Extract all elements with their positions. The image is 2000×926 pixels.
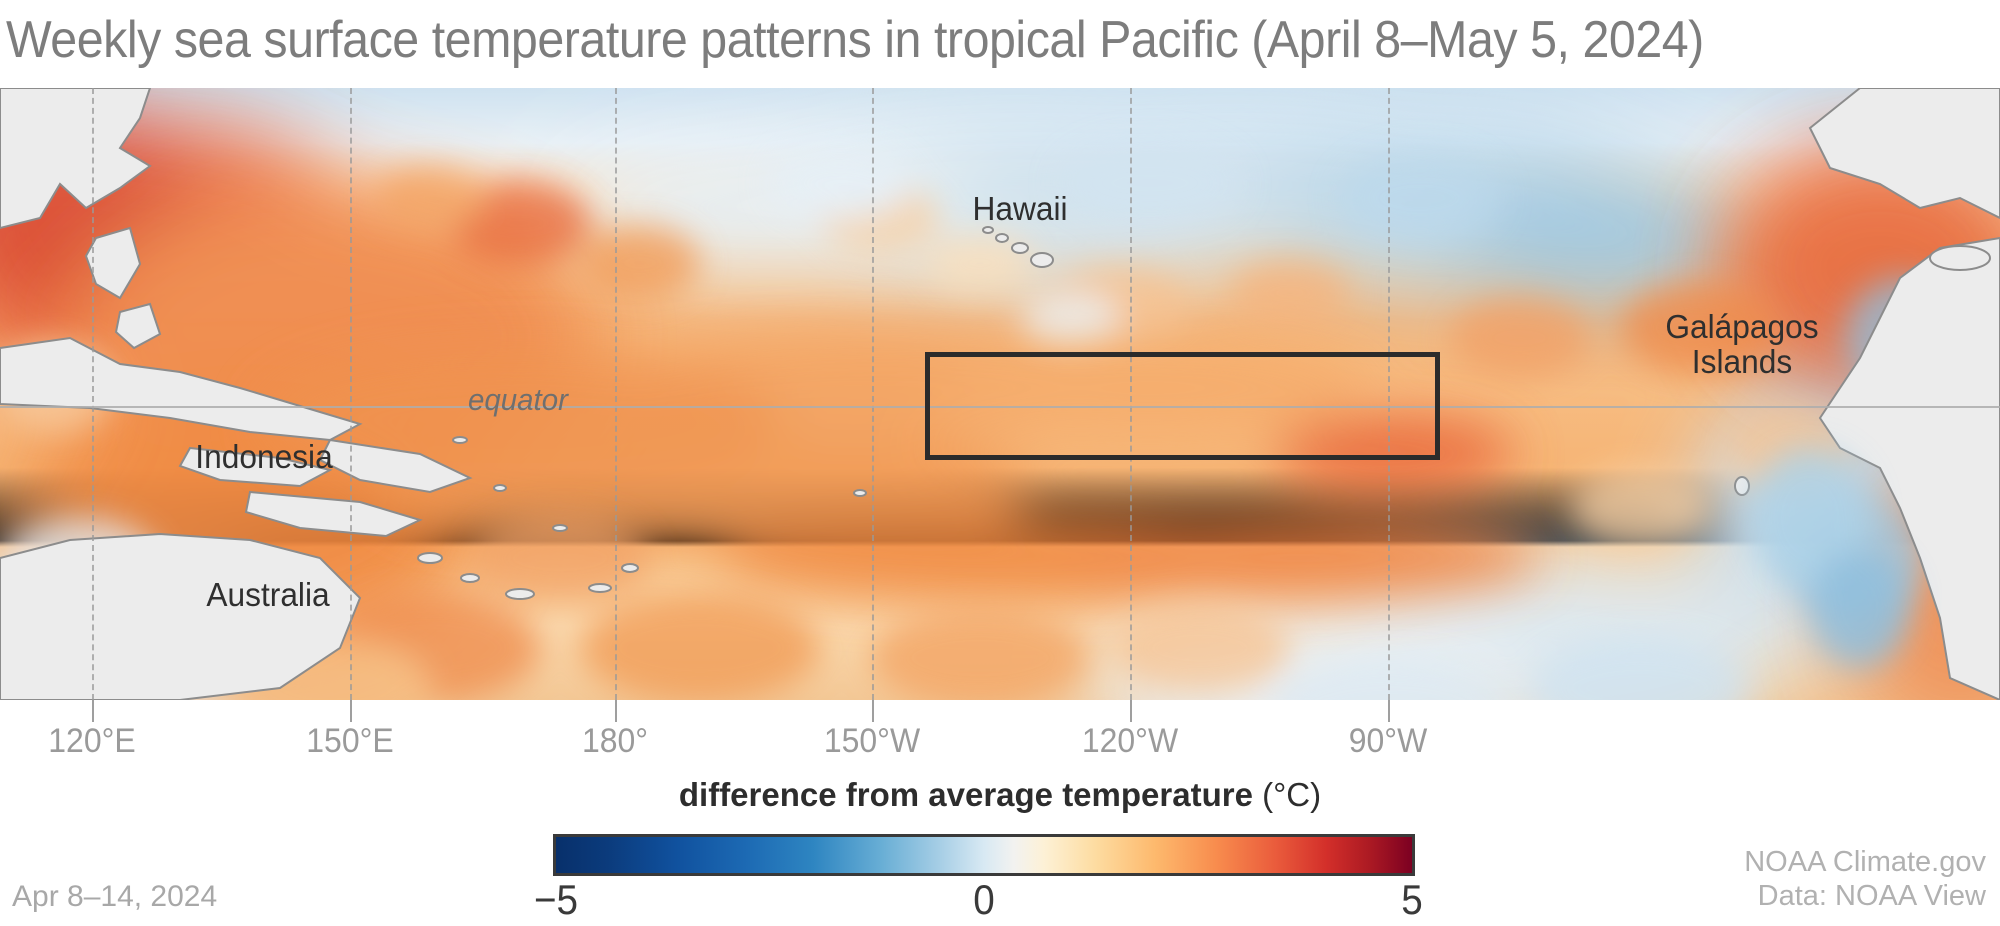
place-label-hawaii: Hawaii: [972, 190, 1068, 227]
place-label-galapagos-line2: Islands: [1691, 342, 1793, 380]
page-title: Weekly sea surface temperature patterns …: [6, 11, 1704, 69]
colorbar-gradient[interactable]: [553, 834, 1415, 876]
meridian-120E: [92, 88, 94, 700]
meridian-180: [615, 88, 617, 700]
meridian-150E: [350, 88, 352, 700]
lon-tick-150E: [350, 700, 352, 722]
lon-tick-120E: [92, 700, 94, 722]
lon-label-120E: 120°E: [48, 722, 136, 760]
colorbar-caption-unit: (°C): [1252, 776, 1322, 813]
credit-line-data: Data: NOAA View: [1757, 879, 1986, 912]
equator-label: equator: [468, 382, 568, 417]
colorbar-caption-main: difference from average temperature: [678, 776, 1253, 813]
meridian-150W: [872, 88, 874, 700]
place-label-galapagos-line1: Galápagos: [1665, 308, 1819, 345]
credits: NOAA Climate.gov Data: NOAA View: [1744, 846, 1986, 914]
colorbar-tick-min: −5: [533, 876, 579, 923]
lon-tick-180: [615, 700, 617, 722]
credit-line-source: NOAA Climate.gov: [1744, 846, 1986, 878]
place-label-australia: Australia: [206, 576, 330, 613]
place-label-indonesia: Indonesia: [195, 438, 333, 475]
sst-anomaly-raster: [0, 88, 2000, 700]
lon-label-180: 180°: [581, 722, 649, 760]
nino34-region-box[interactable]: [925, 352, 1440, 460]
colorbar-caption: difference from average temperature (°C): [0, 776, 2000, 814]
coastlines: [0, 88, 2000, 700]
colorbar-tick-max: 5: [1401, 876, 1423, 923]
lon-label-150W: 150°W: [823, 722, 921, 760]
lon-tick-90W: [1388, 700, 1390, 722]
meridian-90W: [1388, 88, 1390, 700]
lon-label-150E: 150°E: [306, 722, 394, 760]
lon-label-120W: 120°W: [1081, 722, 1179, 760]
equator-line: [0, 406, 2000, 408]
frame-date-stamp: Apr 8–14, 2024: [12, 880, 218, 913]
map-panel[interactable]: equator Hawaii Indonesia Australia Galáp…: [0, 88, 2000, 700]
place-label-galapagos: Galápagos Islands: [1665, 308, 1819, 380]
meridian-120W: [1130, 88, 1132, 700]
colorbar-tick-mid: 0: [973, 876, 995, 923]
lon-tick-150W: [872, 700, 874, 722]
lon-tick-120W: [1130, 700, 1132, 722]
lon-label-90W: 90°W: [1348, 722, 1428, 760]
